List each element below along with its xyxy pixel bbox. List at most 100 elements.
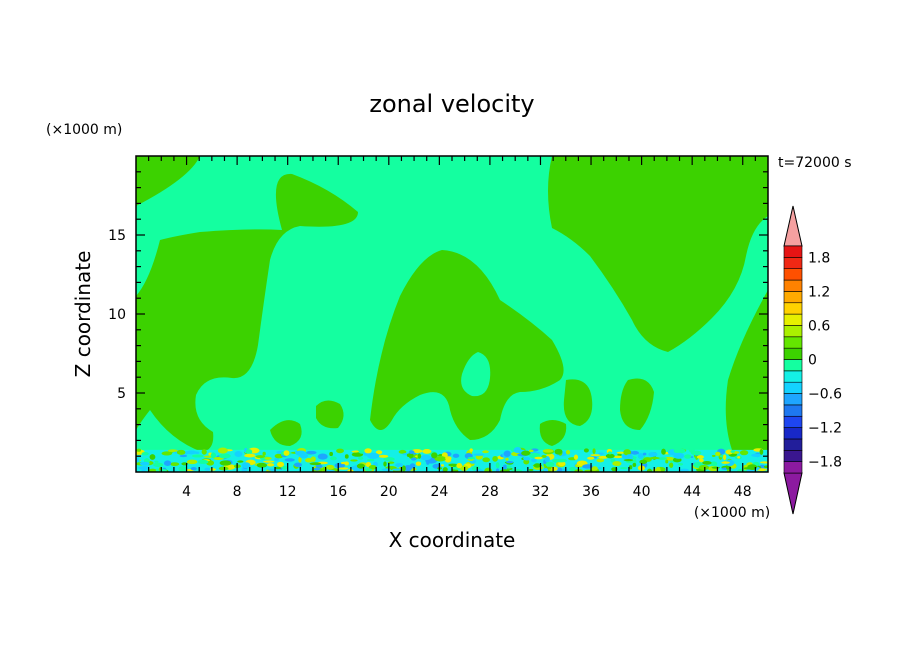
turbulence-speck [642,452,647,456]
turbulence-speck [155,468,160,472]
turbulence-speck [551,466,558,471]
turbulence-speck [364,448,372,454]
turbulence-speck [737,455,741,459]
y-tick-label: 5 [117,386,126,402]
x-tick-label: 32 [532,484,550,500]
turbulence-speck [344,454,349,459]
turbulence-speck [190,467,197,471]
turbulence-speck [256,462,268,468]
turbulence-speck [616,451,626,454]
turbulence-speck [141,451,149,456]
turbulence-speck [420,454,432,461]
turbulence-speck [723,454,727,461]
turbulence-speck [544,455,550,463]
turbulence-speck [492,455,498,462]
turbulence-speck [542,449,554,453]
contour-patch-34 [563,379,593,426]
turbulence-speck [521,450,531,456]
turbulence-speck [358,456,364,460]
x-tick-label: 20 [380,484,398,500]
turbulence-speck [338,467,349,470]
colorbar-tick-label: 1.8 [808,250,830,266]
contour-region-upper-right [548,156,768,352]
colorbar-band [783,461,803,474]
turbulence-speck [554,448,563,455]
turbulence-speck [422,449,432,454]
colorbar-band [783,427,803,440]
contour-field [136,156,768,472]
colorbar-band [783,302,803,315]
turbulence-speck [528,468,534,472]
colorbar-over-arrow [783,205,803,247]
turbulence-speck [367,452,380,460]
turbulence-speck [528,449,534,452]
turbulence-speck [364,468,373,472]
chart-title: zonal velocity [369,90,534,118]
turbulence-speck [417,453,422,459]
turbulence-speck [623,449,631,456]
turbulence-speck [255,455,266,459]
turbulence-speck [469,448,473,452]
colorbar-tick-label: −1.8 [808,455,842,471]
colorbar-tick-label: −0.6 [808,387,842,403]
turbulence-speck [673,452,685,459]
turbulence-speck [534,456,543,460]
turbulence-speck [715,451,721,456]
turbulence-speck [305,457,313,463]
x-tick-label: 4 [182,484,191,500]
x-tick-label: 12 [279,484,297,500]
colorbar-band [783,438,803,451]
turbulence-speck [730,450,735,453]
turbulence-speck [218,466,229,471]
turbulence-speck [267,463,275,467]
turbulence-speck [204,467,211,471]
turbulence-speck [459,465,469,471]
turbulence-speck [219,460,232,466]
colorbar-band [783,381,803,394]
turbulence-speck [263,460,275,463]
turbulence-speck [628,465,633,470]
turbulence-speck [136,448,142,452]
turbulence-speck [176,449,186,455]
colorbar-band [783,245,803,258]
turbulence-speck [277,461,285,468]
turbulence-speck [759,449,764,455]
turbulence-speck [149,454,156,460]
turbulence-speck [351,450,360,453]
turbulence-speck [473,453,485,456]
turbulence-speck [592,448,596,455]
turbulence-speck [597,466,602,470]
turbulence-speck [751,453,762,457]
turbulence-speck [262,451,266,456]
turbulence-speck [503,450,511,457]
turbulence-speck [284,458,295,462]
turbulence-speck [555,458,568,463]
colorbar-band [783,404,803,417]
turbulence-speck [505,457,509,461]
turbulence-speck [401,465,406,472]
contour-region-upper-left [136,156,200,206]
turbulence-speck [639,459,648,465]
turbulence-speck [440,464,445,467]
turbulence-speck [186,459,198,465]
turbulence-speck [383,461,387,467]
turbulence-speck [448,463,457,467]
turbulence-speck [426,460,430,465]
turbulence-speck [281,465,288,470]
turbulence-speck [378,454,389,458]
turbulence-speck [153,462,164,468]
y-units-label: (×1000 m) [46,122,122,138]
turbulence-speck [630,450,640,455]
turbulence-speck [298,456,302,463]
colorbar-band [783,393,803,406]
x-tick-label: 16 [329,484,347,500]
turbulence-speck [598,452,604,455]
turbulence-speck [649,456,660,460]
turbulence-speck [623,459,634,462]
colorbar-band [783,313,803,326]
colorbar-tick-label: 1.2 [808,284,830,300]
colorbar-band [783,370,803,383]
turbulence-speck [711,466,721,469]
turbulence-speck [329,451,334,457]
